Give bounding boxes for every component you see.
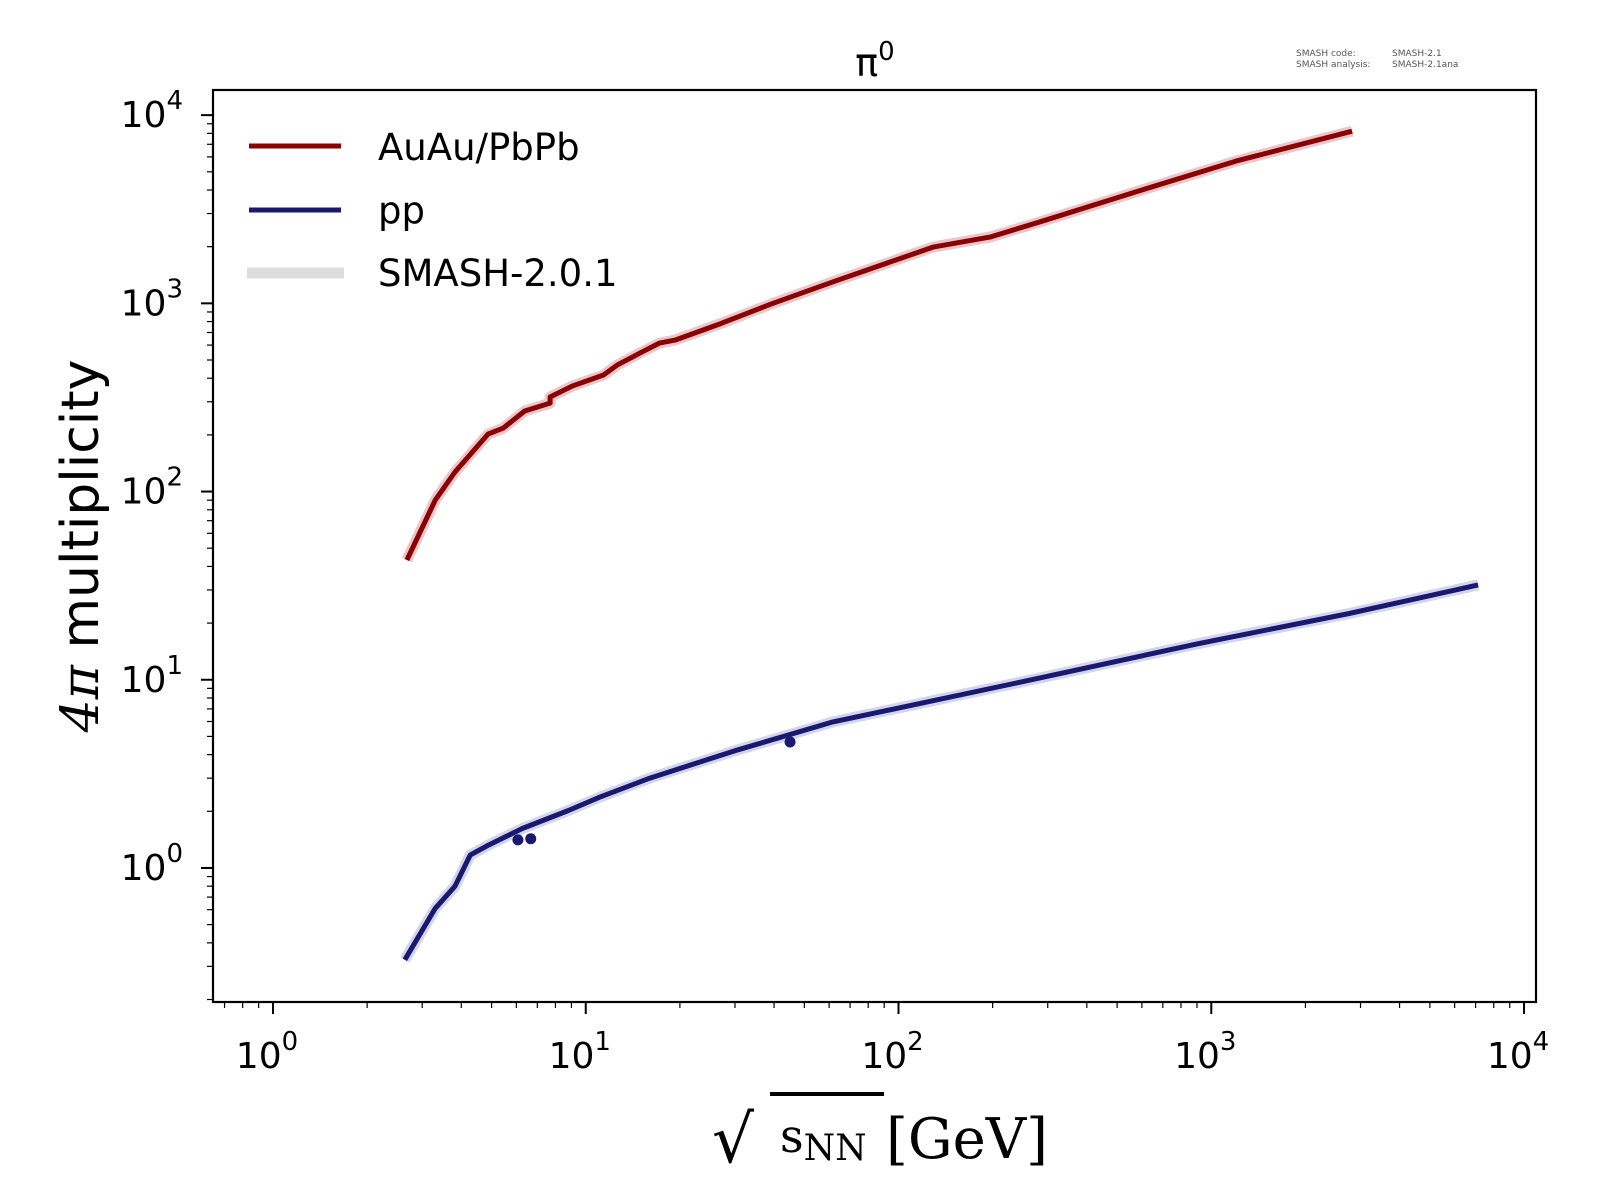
auau-pbpb-smash-band [401, 125, 1354, 563]
chart-title-main: π [855, 41, 878, 85]
pp-smash-band [400, 579, 1480, 963]
pp-data-point [784, 736, 796, 748]
x-axis-label-subscript: NN [804, 1128, 867, 1169]
smash-version-info: SMASH code: SMASH-2.1 SMASH analysis: SM… [1296, 49, 1458, 70]
smash-analysis-label: SMASH analysis: [1296, 60, 1370, 70]
x-tick-label-base: 10 [1487, 1036, 1533, 1077]
smash-analysis-value: SMASH-2.1ana [1392, 60, 1458, 70]
x-tick-label: 103 [1174, 1027, 1236, 1077]
x-axis-label-sqrt: √ [712, 1101, 755, 1178]
x-tick-label-base: 10 [861, 1036, 907, 1077]
auau-pbpb-series-line [404, 128, 1353, 562]
x-tick-label-exp: 3 [1220, 1027, 1237, 1057]
pp-data-point [525, 833, 537, 845]
y-tick-label-base: 10 [121, 848, 167, 889]
series-group [400, 125, 1480, 963]
x-axis-label-s: s [780, 1109, 804, 1163]
y-tick-label-exp: 3 [166, 274, 183, 304]
x-tick-label: 102 [861, 1027, 923, 1077]
y-axis-label-main: multiplicity [51, 360, 111, 666]
legend-label-smash: SMASH-2.0.1 [378, 252, 618, 295]
x-tick-label-exp: 2 [907, 1027, 924, 1057]
y-axis-label-prefix: 4π [51, 664, 111, 733]
y-tick-label: 104 [121, 86, 183, 136]
legend-label-pp: pp [378, 189, 425, 232]
pp-data-point [512, 834, 524, 846]
y-tick-label-exp: 0 [166, 839, 183, 869]
x-tick-label-base: 10 [1174, 1036, 1220, 1077]
x-axis-label-unit: [GeV] [886, 1107, 1048, 1172]
x-tick-label: 100 [236, 1027, 298, 1077]
x-tick-label-exp: 0 [282, 1027, 299, 1057]
smash-code-value: SMASH-2.1 [1392, 49, 1442, 59]
y-tick-label: 101 [121, 651, 183, 701]
y-tick-label: 102 [121, 463, 183, 513]
legend: AuAu/PbPb pp SMASH-2.0.1 [247, 126, 618, 295]
y-tick-label: 100 [121, 839, 183, 889]
x-tick-label: 104 [1487, 1027, 1549, 1077]
smash-code-label: SMASH code: [1296, 49, 1356, 59]
plot-frame [211, 88, 1538, 1004]
pp-series-line [402, 582, 1479, 962]
x-tick-label-base: 10 [549, 1036, 595, 1077]
y-tick-label-base: 10 [121, 95, 167, 136]
x-tick-label-exp: 1 [594, 1027, 611, 1057]
y-axis-label: 4π multiplicity [51, 360, 111, 734]
y-tick-label-base: 10 [121, 660, 167, 701]
x-tick-label-exp: 4 [1533, 1027, 1550, 1057]
chart-title-superscript: 0 [878, 37, 895, 67]
chart-title: π0 [855, 37, 894, 85]
y-tick-label-base: 10 [121, 283, 167, 324]
y-tick-label-exp: 2 [166, 463, 183, 493]
axis-ticks [201, 114, 1526, 1014]
x-tick-label: 101 [549, 1027, 611, 1077]
x-tick-labels: 100 101 102 103 104 [236, 1027, 1549, 1077]
y-tick-label-exp: 4 [166, 86, 183, 116]
y-tick-label-exp: 1 [166, 651, 183, 681]
y-tick-label: 103 [121, 274, 183, 324]
x-axis-label: √ sNN [GeV] [712, 1092, 1048, 1178]
x-axis-label-main: sNN [780, 1109, 867, 1169]
legend-label-auau: AuAu/PbPb [378, 126, 580, 169]
y-tick-label-base: 10 [121, 472, 167, 513]
x-tick-label-base: 10 [236, 1036, 282, 1077]
